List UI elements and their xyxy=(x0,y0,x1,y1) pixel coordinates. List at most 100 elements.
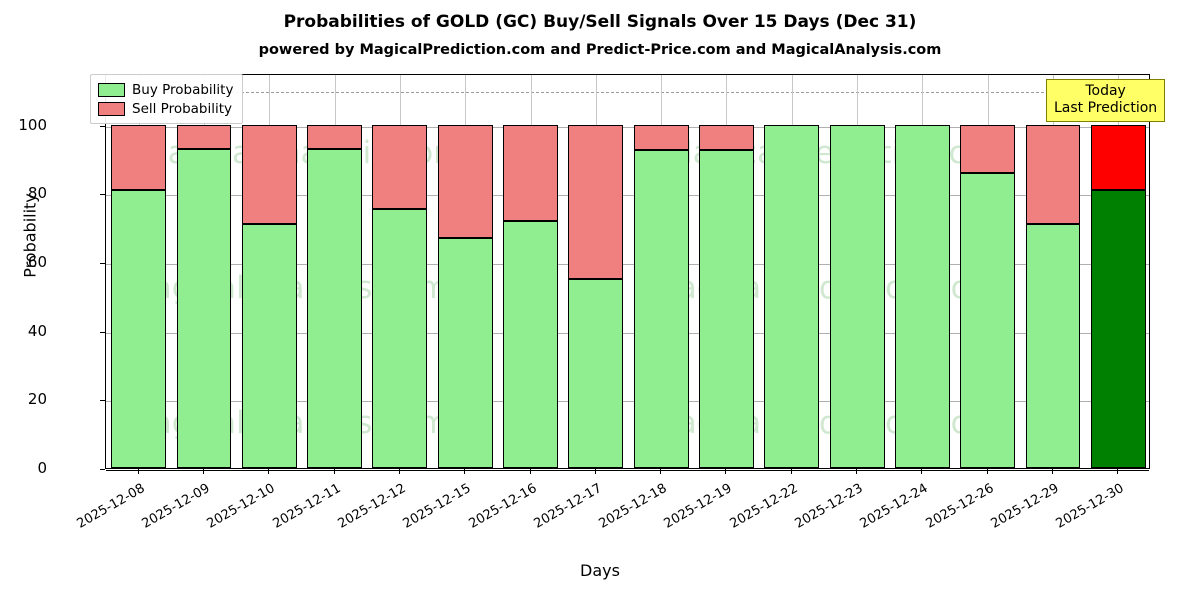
bar-2025-12-22[interactable] xyxy=(764,124,820,468)
bar-segment-sell[interactable] xyxy=(307,124,363,149)
x-axis-label: Days xyxy=(580,561,620,580)
bar-segment-buy[interactable] xyxy=(372,208,428,468)
bar-segment-buy[interactable] xyxy=(894,124,950,468)
x-tick-label: 2025-12-15 xyxy=(400,481,474,532)
bar-segment-sell[interactable] xyxy=(633,124,689,151)
bar-2025-12-08[interactable] xyxy=(111,124,167,468)
y-tick-label: 60 xyxy=(27,252,47,271)
today-annotation-line1: Today xyxy=(1085,83,1126,99)
x-tick-mark xyxy=(137,469,139,474)
x-tick-mark xyxy=(398,469,400,474)
bar-segment-sell[interactable] xyxy=(372,124,428,209)
bar-2025-12-17[interactable] xyxy=(568,124,624,468)
x-tick-label: 2025-12-12 xyxy=(335,481,409,532)
x-tick-mark xyxy=(202,469,204,474)
bar-2025-12-18[interactable] xyxy=(633,124,689,468)
chart-title: Probabilities of GOLD (GC) Buy/Sell Sign… xyxy=(283,12,917,32)
x-tick-label: 2025-12-17 xyxy=(531,481,605,532)
bar-segment-sell[interactable] xyxy=(1025,124,1081,225)
y-gridline xyxy=(106,332,1149,334)
y-tick-label: 100 xyxy=(18,115,47,134)
bar-segment-buy[interactable] xyxy=(1090,189,1146,468)
bar-segment-sell[interactable] xyxy=(699,124,754,151)
bar-segment-buy[interactable] xyxy=(111,189,167,468)
bar-segment-buy[interactable] xyxy=(829,124,885,468)
legend-label-sell: Sell Probability xyxy=(132,100,233,117)
bar-2025-12-30[interactable] xyxy=(1090,124,1146,468)
x-tick-mark xyxy=(529,469,531,474)
bar-segment-sell[interactable] xyxy=(1090,124,1146,190)
legend-swatch-sell xyxy=(98,101,125,116)
bar-2025-12-16[interactable] xyxy=(503,124,558,468)
bar-segment-buy[interactable] xyxy=(503,220,558,468)
legend-item-sell: Sell Probability xyxy=(98,99,233,118)
bar-2025-12-24[interactable] xyxy=(894,124,950,468)
bar-segment-buy[interactable] xyxy=(437,237,493,468)
bar-2025-12-11[interactable] xyxy=(307,124,363,468)
x-tick-label: 2025-12-09 xyxy=(139,481,213,532)
bar-segment-buy[interactable] xyxy=(764,124,820,468)
bar-segment-sell[interactable] xyxy=(241,124,297,225)
y-gridline xyxy=(106,470,1149,471)
bar-2025-12-29[interactable] xyxy=(1025,124,1081,468)
bar-2025-12-10[interactable] xyxy=(241,124,297,468)
chart-legend: Buy Probability Sell Probability xyxy=(90,74,244,124)
x-tick-mark xyxy=(790,469,792,474)
bar-segment-sell[interactable] xyxy=(437,124,493,238)
x-tick-label: 2025-12-30 xyxy=(1053,481,1127,532)
y-tick-label: 20 xyxy=(27,390,47,409)
x-tick-mark xyxy=(660,469,662,474)
legend-item-buy: Buy Probability xyxy=(98,80,233,99)
bar-2025-12-19[interactable] xyxy=(699,124,754,468)
y-tick-mark xyxy=(100,262,105,264)
bar-segment-buy[interactable] xyxy=(960,172,1016,468)
bar-segment-buy[interactable] xyxy=(176,148,232,468)
y-tick-mark xyxy=(100,194,105,196)
x-tick-label: 2025-12-23 xyxy=(792,481,866,532)
x-tick-label: 2025-12-19 xyxy=(662,481,735,532)
x-tick-mark xyxy=(594,469,596,474)
y-gridline xyxy=(106,126,1149,128)
bar-segment-buy[interactable] xyxy=(241,224,297,468)
today-annotation-line2: Last Prediction xyxy=(1054,100,1158,116)
legend-label-buy: Buy Probability xyxy=(132,81,234,98)
x-tick-mark xyxy=(986,469,988,474)
y-gridline xyxy=(106,195,1149,197)
y-tick-label: 80 xyxy=(27,184,47,203)
y-tick-mark xyxy=(100,331,105,333)
bar-segment-sell[interactable] xyxy=(111,124,167,190)
x-tick-label: 2025-12-18 xyxy=(596,481,670,532)
bar-segment-buy[interactable] xyxy=(699,150,754,468)
bar-segment-sell[interactable] xyxy=(960,124,1016,173)
reference-line xyxy=(106,92,1149,94)
legend-swatch-buy xyxy=(98,82,125,97)
chart-subtitle: powered by MagicalPrediction.com and Pre… xyxy=(258,42,942,58)
bar-segment-buy[interactable] xyxy=(1025,224,1081,468)
plot-area: MagicalAnalysis.com MagicalPrediction.com… xyxy=(105,74,1150,471)
bar-segment-sell[interactable] xyxy=(176,124,232,149)
bar-segment-buy[interactable] xyxy=(307,148,363,468)
bar-2025-12-23[interactable] xyxy=(829,124,885,468)
bar-2025-12-12[interactable] xyxy=(372,124,428,468)
y-tick-label: 0 xyxy=(37,459,47,477)
x-tick-mark xyxy=(333,469,335,474)
today-annotation: Today Last Prediction xyxy=(1046,79,1166,122)
bar-segment-buy[interactable] xyxy=(568,279,624,468)
x-tick-label: 2025-12-29 xyxy=(988,481,1062,532)
y-gridline xyxy=(106,401,1149,403)
x-tick-label: 2025-12-24 xyxy=(857,481,931,532)
x-tick-mark xyxy=(725,469,727,474)
bar-2025-12-15[interactable] xyxy=(437,124,493,468)
y-tick-mark xyxy=(100,125,105,127)
bar-segment-sell[interactable] xyxy=(503,124,558,221)
y-tick-label: 40 xyxy=(27,321,47,340)
bar-2025-12-09[interactable] xyxy=(176,124,232,468)
x-tick-label: 2025-12-16 xyxy=(466,481,540,532)
bar-segment-sell[interactable] xyxy=(568,124,624,280)
x-tick-mark xyxy=(1052,469,1054,474)
bar-2025-12-26[interactable] xyxy=(960,124,1016,468)
bar-segment-buy[interactable] xyxy=(633,150,689,468)
x-tick-mark xyxy=(856,469,858,474)
x-tick-mark xyxy=(464,469,466,474)
